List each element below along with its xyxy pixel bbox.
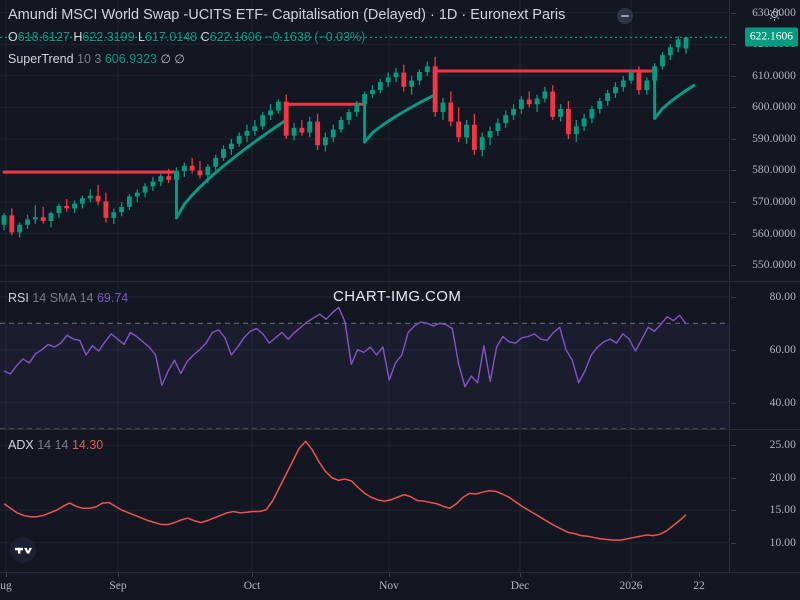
time-axis-label: Nov — [379, 580, 399, 592]
time-axis-label: Dec — [510, 580, 530, 592]
rsi-value: 69.74 — [96, 291, 129, 305]
time-axis-label: Sep — [109, 580, 127, 592]
gear-icon[interactable] — [767, 7, 782, 22]
page-title: Amundi MSCI World Swap -UCITS ETF- Capit… — [8, 7, 566, 23]
ohlc-legend: O618.6127 H622.3199 L617.0148 C622.1606 … — [8, 30, 365, 44]
time-axis-label: Oct — [243, 580, 261, 592]
open-value: 618.6127 — [17, 30, 70, 44]
time-axis-tick — [6, 573, 7, 577]
time-axis-tick — [389, 573, 390, 577]
open-key: O — [8, 30, 18, 44]
rsi-pane[interactable] — [0, 281, 800, 429]
price-pane[interactable] — [0, 0, 800, 281]
chart-title-legend[interactable]: Amundi MSCI World Swap -UCITS ETF- Capit… — [8, 6, 565, 24]
low-key: L — [138, 30, 145, 44]
close-value: 622.1606 — [209, 30, 262, 44]
time-axis-tick — [699, 573, 700, 577]
high-key: H — [73, 30, 83, 44]
adx-pane[interactable] — [0, 429, 800, 572]
adx-plot[interactable] — [0, 429, 800, 572]
time-axis-tick — [631, 573, 632, 577]
tradingview-logo-icon[interactable] — [10, 537, 36, 563]
time-axis-label: ug — [0, 580, 12, 592]
adx-params: 14 14 — [37, 438, 69, 452]
time-axis-tick — [118, 573, 119, 577]
minimize-icon[interactable] — [617, 8, 633, 24]
supertrend-empty-1: ∅ — [160, 52, 171, 66]
adx-value: 14.30 — [71, 438, 104, 452]
current-price-badge[interactable]: 622.1606 — [744, 27, 798, 47]
time-axis-label: 2026 — [619, 580, 643, 592]
close-key: C — [200, 30, 210, 44]
high-value: 622.3199 — [82, 30, 135, 44]
supertrend-legend[interactable]: SuperTrend 10 3 606.9323 ∅ ∅ — [8, 52, 185, 66]
time-axis-label: 22 — [693, 580, 705, 592]
time-axis-tick — [520, 573, 521, 577]
adx-legend[interactable]: ADX 14 14 14.30 — [8, 438, 103, 452]
supertrend-empty-2: ∅ — [174, 52, 185, 66]
pane-separator-rsi — [0, 281, 800, 282]
time-axis[interactable]: ug Sep Oct Nov Dec 2026 22 — [0, 572, 800, 600]
price-plot[interactable] — [0, 0, 800, 281]
rsi-label: RSI — [8, 291, 29, 305]
rsi-plot[interactable] — [0, 281, 800, 429]
price-scale-divider — [729, 0, 730, 572]
low-value: 617.0148 — [144, 30, 198, 44]
time-axis-tick — [252, 573, 253, 577]
rsi-params: 14 SMA 14 — [32, 291, 94, 305]
pane-separator-adx — [0, 429, 800, 430]
adx-label: ADX — [8, 438, 34, 452]
rsi-legend[interactable]: RSI 14 SMA 14 69.74 — [8, 291, 128, 305]
price-change: −0.1638 (−0.03%) — [265, 30, 366, 44]
supertrend-value: 606.9323 — [104, 52, 157, 66]
supertrend-params: 10 3 — [77, 52, 102, 66]
supertrend-label: SuperTrend — [8, 52, 74, 66]
